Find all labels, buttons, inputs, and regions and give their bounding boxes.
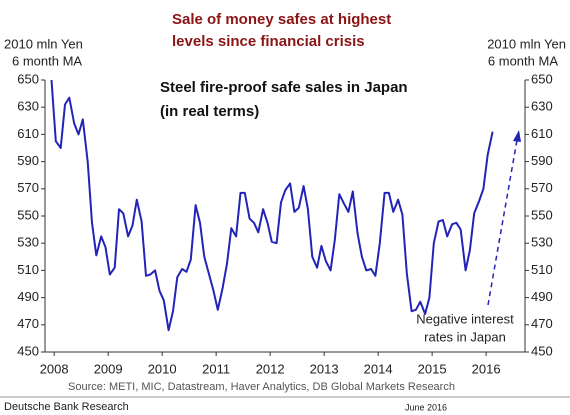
y-tick-label: 570: [17, 180, 39, 195]
x-tick-label: 2008: [40, 361, 69, 376]
chart-title: Sale of money safes at highest: [172, 11, 391, 28]
date: June 2016: [405, 402, 447, 412]
data-line: [50, 79, 494, 332]
y-axis-label: 6 month MA: [12, 53, 82, 68]
y2-tick-label: 510: [531, 262, 553, 277]
y-tick-label: 470: [17, 316, 39, 331]
x-tick-label: 2014: [364, 361, 393, 376]
y2-tick-label: 450: [531, 343, 553, 358]
y2-tick-label: 650: [531, 71, 553, 86]
annotation: Negative interest: [416, 311, 514, 326]
y2-tick-label: 570: [531, 180, 553, 195]
y2-tick-label: 470: [531, 316, 553, 331]
y2-axis-label: 6 month MA: [488, 53, 558, 68]
y-tick-label: 530: [17, 235, 39, 250]
chart-title: levels since financial crisis: [172, 33, 365, 50]
y-tick-label: 650: [17, 71, 39, 86]
annotation: rates in Japan: [424, 329, 506, 344]
y2-tick-label: 490: [531, 289, 553, 304]
annotation-arrowhead: [513, 130, 521, 142]
footer: Deutsche Bank Research: [4, 401, 129, 413]
y-tick-label: 630: [17, 99, 39, 114]
y-tick-label: 550: [17, 207, 39, 222]
y-axis-label: 2010 mln Yen: [4, 36, 83, 51]
y-tick-label: 590: [17, 153, 39, 168]
source: Source: METI, MIC, Datastream, Haver Ana…: [68, 381, 455, 393]
y-tick-label: 510: [17, 262, 39, 277]
x-tick-label: 2009: [94, 361, 123, 376]
y-tick-label: 610: [17, 126, 39, 141]
y2-tick-label: 550: [531, 207, 553, 222]
x-tick-label: 2015: [418, 361, 447, 376]
y2-tick-label: 590: [531, 153, 553, 168]
x-tick-label: 2013: [310, 361, 339, 376]
y-tick-label: 490: [17, 289, 39, 304]
x-tick-label: 2012: [256, 361, 285, 376]
x-tick-label: 2011: [202, 361, 230, 376]
y2-axis-label: 2010 mln Yen: [487, 36, 566, 51]
chart-subtitle: Steel fire-proof safe sales in Japan: [160, 79, 408, 96]
y2-tick-label: 610: [531, 126, 553, 141]
x-tick-label: 2016: [472, 361, 501, 376]
y-tick-label: 450: [17, 343, 39, 358]
annotation-arrow: [487, 139, 518, 306]
x-tick-label: 2010: [148, 361, 177, 376]
y2-tick-label: 530: [531, 235, 553, 250]
y2-tick-label: 630: [531, 99, 553, 114]
chart-subtitle: (in real terms): [160, 103, 259, 120]
